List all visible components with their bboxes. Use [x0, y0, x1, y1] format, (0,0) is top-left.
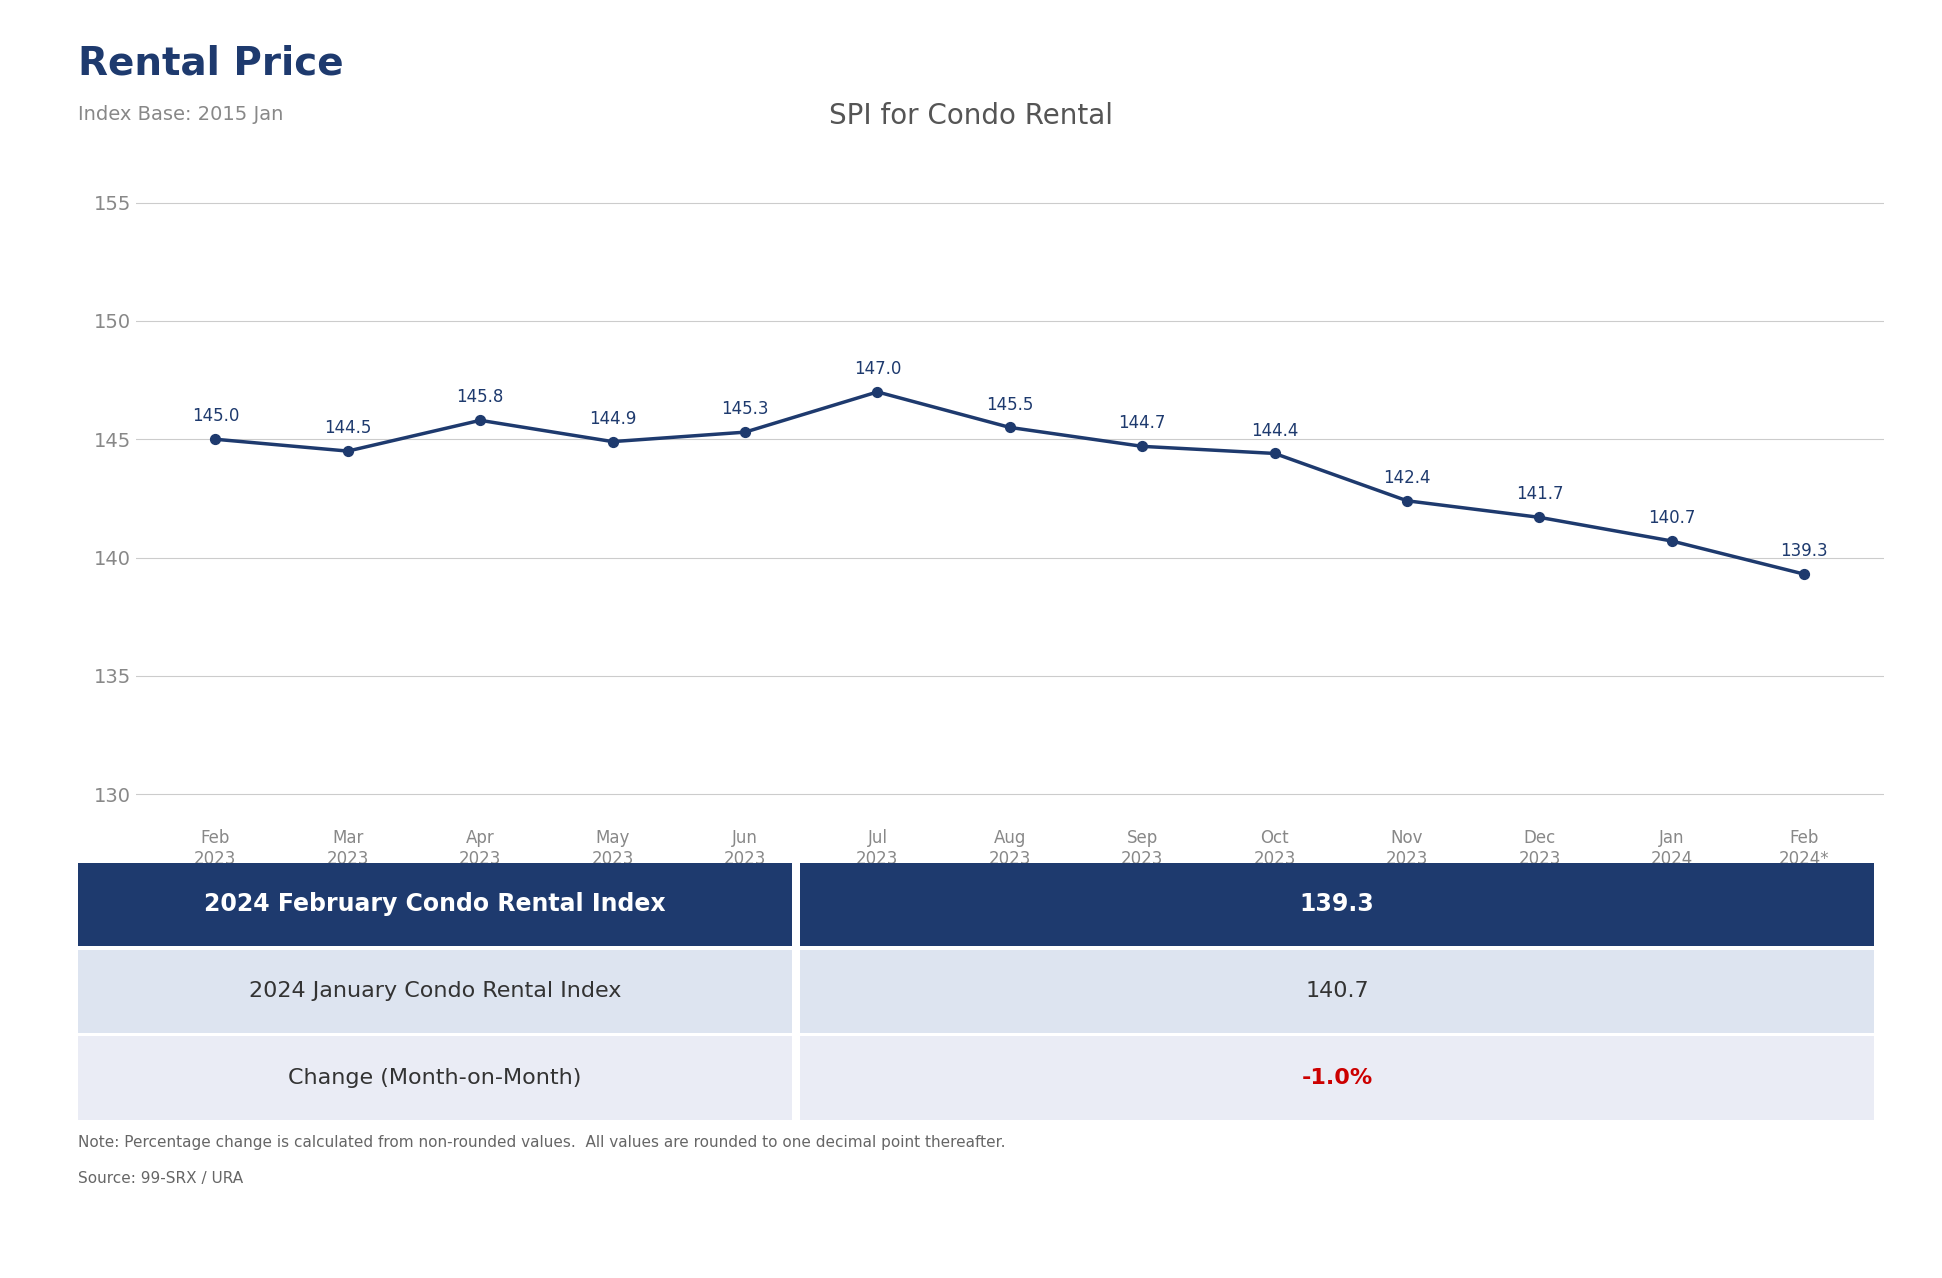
Text: 139.3: 139.3 [1299, 892, 1375, 916]
Text: Index Base: 2015 Jan: Index Base: 2015 Jan [78, 105, 284, 124]
Text: 144.4: 144.4 [1251, 422, 1299, 440]
Text: 145.3: 145.3 [720, 400, 769, 418]
Text: Change (Month-on-Month): Change (Month-on-Month) [287, 1068, 583, 1088]
Text: 141.7: 141.7 [1515, 486, 1563, 504]
Text: 2024 February Condo Rental Index: 2024 February Condo Rental Index [204, 892, 666, 916]
Text: SPI for Condo Rental: SPI for Condo Rental [829, 102, 1113, 130]
Text: 140.7: 140.7 [1305, 982, 1369, 1001]
Point [994, 417, 1025, 437]
Point [730, 422, 761, 442]
Text: 144.7: 144.7 [1119, 414, 1165, 432]
Text: 140.7: 140.7 [1649, 509, 1695, 527]
Text: 145.8: 145.8 [456, 389, 503, 406]
Text: 145.0: 145.0 [192, 408, 239, 426]
Point [1657, 530, 1688, 551]
Point [332, 441, 363, 461]
Point [1789, 564, 1820, 584]
Text: 2024 January Condo Rental Index: 2024 January Condo Rental Index [249, 982, 621, 1001]
Point [200, 429, 231, 450]
Point [1392, 491, 1423, 511]
Text: -1.0%: -1.0% [1301, 1068, 1373, 1088]
Text: 145.5: 145.5 [987, 395, 1033, 414]
Text: Note: Percentage change is calculated from non-rounded values.  All values are r: Note: Percentage change is calculated fr… [78, 1135, 1006, 1150]
Point [1258, 443, 1289, 464]
Text: Rental Price: Rental Price [78, 45, 344, 83]
Point [1524, 507, 1556, 528]
Point [1126, 436, 1157, 456]
Point [596, 432, 627, 452]
Text: 142.4: 142.4 [1383, 469, 1431, 487]
Text: 144.9: 144.9 [588, 410, 637, 428]
Text: 144.5: 144.5 [324, 419, 371, 437]
Point [464, 410, 495, 431]
Text: 139.3: 139.3 [1781, 542, 1827, 560]
Point [862, 382, 893, 403]
Text: 147.0: 147.0 [854, 360, 901, 378]
Text: Source: 99-SRX / URA: Source: 99-SRX / URA [78, 1171, 243, 1186]
